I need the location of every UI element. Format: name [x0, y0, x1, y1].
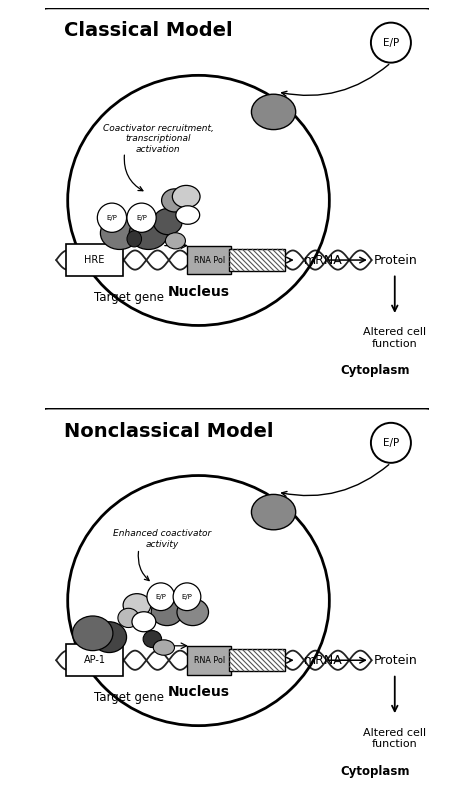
Text: Nucleus: Nucleus: [167, 685, 229, 698]
Ellipse shape: [176, 206, 200, 224]
Circle shape: [97, 203, 127, 232]
Text: E/P: E/P: [136, 215, 147, 221]
Text: Classical Model: Classical Model: [64, 22, 232, 41]
Ellipse shape: [151, 598, 183, 626]
FancyBboxPatch shape: [187, 646, 231, 674]
Text: mRNA: mRNA: [304, 254, 343, 267]
FancyBboxPatch shape: [66, 645, 124, 676]
FancyBboxPatch shape: [187, 246, 231, 275]
Text: Cytoplasm: Cytoplasm: [341, 765, 410, 778]
Text: Coactivator recruitment,
transcriptional
activation: Coactivator recruitment, transcriptional…: [103, 124, 214, 154]
Text: RNA Pol: RNA Pol: [193, 256, 225, 264]
Bar: [229, 649, 285, 671]
Bar: [229, 249, 285, 272]
Circle shape: [127, 203, 156, 232]
Text: E/P: E/P: [383, 38, 399, 47]
FancyBboxPatch shape: [37, 8, 437, 400]
Text: E/P: E/P: [383, 438, 399, 448]
FancyArrowPatch shape: [124, 155, 143, 191]
Ellipse shape: [127, 231, 142, 247]
FancyBboxPatch shape: [37, 409, 437, 801]
Text: HRE: HRE: [84, 255, 105, 265]
Text: Enhanced coactivator
activity: Enhanced coactivator activity: [113, 529, 211, 549]
Text: Target gene: Target gene: [94, 691, 164, 704]
Ellipse shape: [143, 630, 162, 647]
Text: RNA Pol: RNA Pol: [193, 656, 225, 665]
Ellipse shape: [251, 494, 296, 529]
Text: Altered cell
function: Altered cell function: [363, 328, 426, 349]
Ellipse shape: [162, 189, 188, 212]
FancyArrowPatch shape: [282, 465, 389, 497]
Text: Altered cell
function: Altered cell function: [363, 727, 426, 749]
Circle shape: [173, 583, 201, 610]
Text: Cytoplasm: Cytoplasm: [341, 364, 410, 377]
Text: Nonclassical Model: Nonclassical Model: [64, 421, 273, 441]
Text: AP-1: AP-1: [83, 655, 106, 666]
Ellipse shape: [73, 616, 113, 650]
Ellipse shape: [123, 594, 151, 617]
Ellipse shape: [100, 217, 139, 249]
Text: Protein: Protein: [374, 654, 417, 666]
Ellipse shape: [177, 598, 209, 626]
Ellipse shape: [173, 185, 200, 207]
Text: Nucleus: Nucleus: [167, 284, 229, 299]
Text: E/P: E/P: [182, 594, 192, 600]
Ellipse shape: [251, 95, 296, 130]
FancyArrowPatch shape: [138, 551, 149, 581]
Text: Protein: Protein: [374, 254, 417, 267]
Text: mRNA: mRNA: [304, 654, 343, 666]
Ellipse shape: [132, 612, 156, 632]
Text: Target gene: Target gene: [94, 291, 164, 304]
Text: E/P: E/P: [107, 215, 118, 221]
FancyArrowPatch shape: [282, 64, 389, 96]
Ellipse shape: [92, 622, 127, 653]
Ellipse shape: [165, 233, 185, 249]
FancyBboxPatch shape: [66, 244, 124, 276]
Ellipse shape: [118, 608, 139, 627]
Ellipse shape: [129, 217, 168, 249]
Ellipse shape: [153, 640, 174, 655]
Text: E/P: E/P: [155, 594, 166, 600]
Circle shape: [147, 583, 174, 610]
Ellipse shape: [153, 208, 182, 235]
